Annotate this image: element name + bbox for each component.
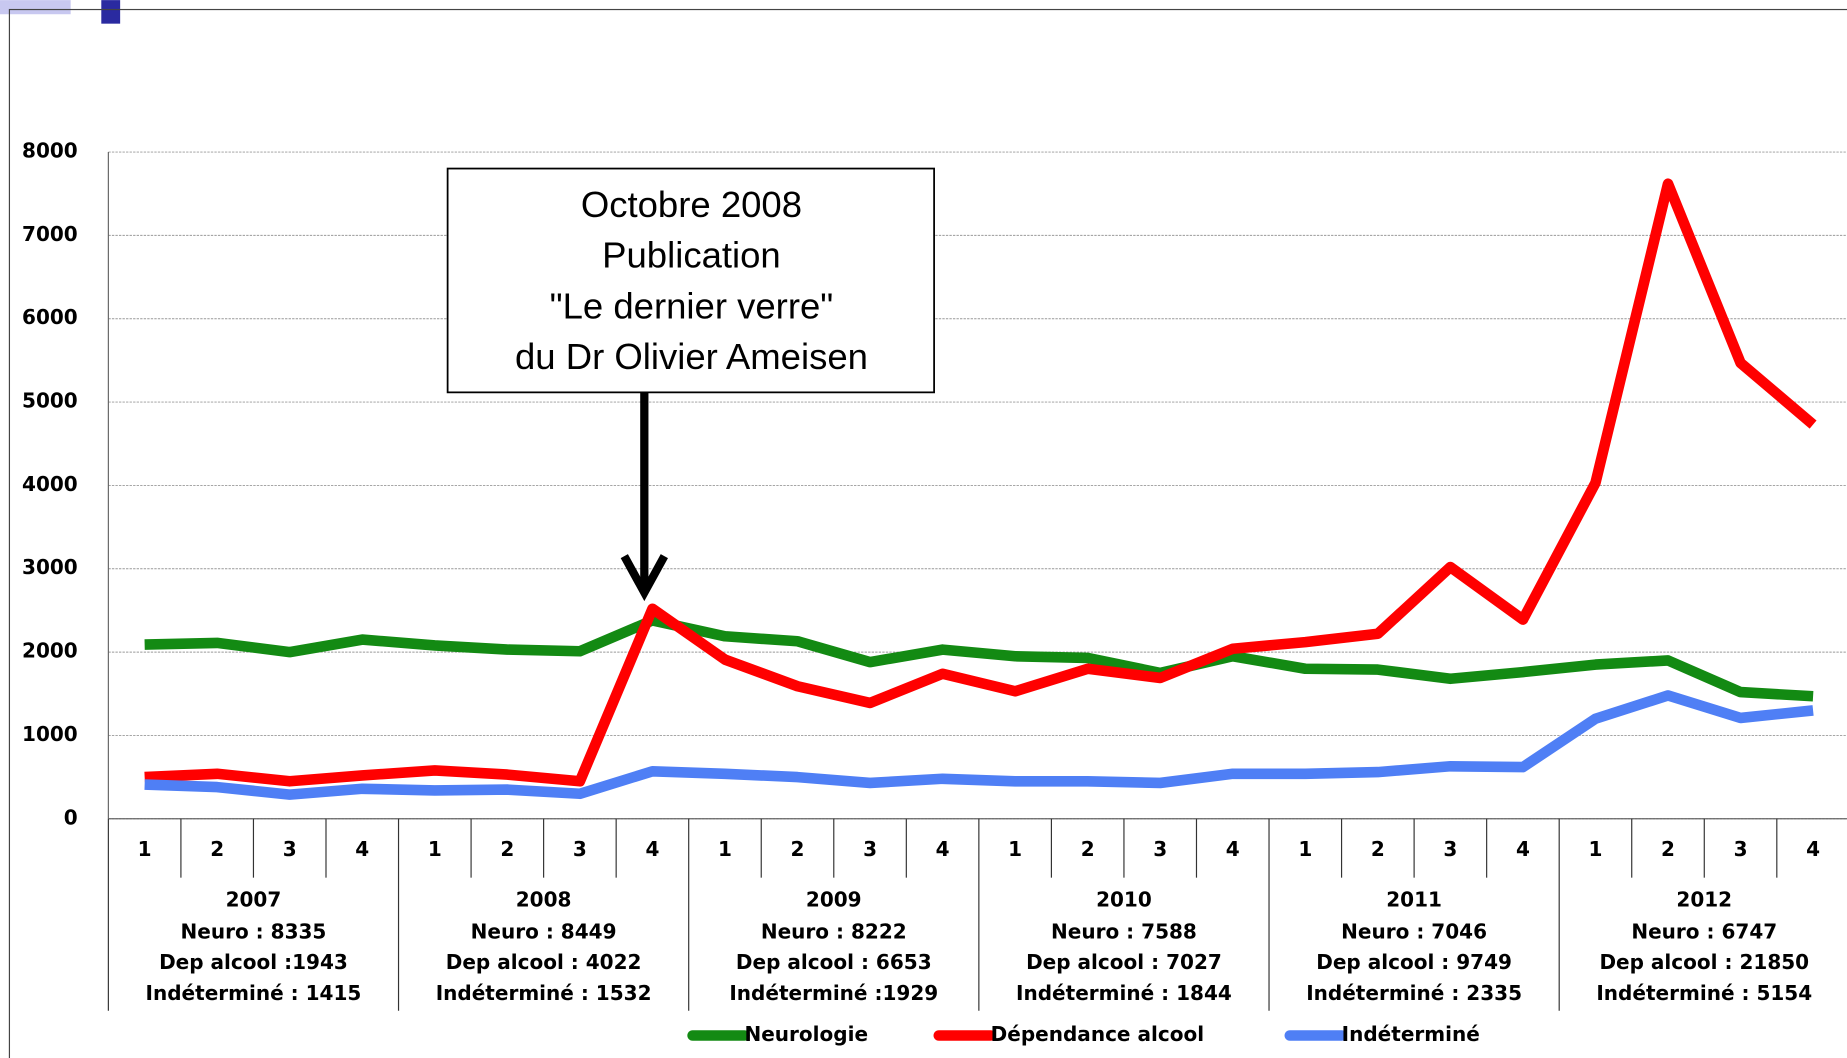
x-tick-label: 1 [1008,837,1022,861]
x-tick-label: 4 [355,837,369,861]
y-tick-label: 2000 [22,639,78,663]
legend-label: Indéterminé [1342,1022,1480,1046]
x-tick-label: 2 [791,837,805,861]
x-tick-label: 4 [1226,837,1240,861]
group-label: Dep alcool : 7027 [1026,950,1222,974]
x-tick-label: 4 [936,837,950,861]
x-tick-label: 3 [1443,837,1457,861]
group-label: Indéterminé :1929 [729,981,938,1005]
group-label: Dep alcool : 9749 [1316,950,1512,974]
line-series [144,690,1814,800]
annotation-text: "Le dernier verre" [550,285,834,326]
legend-label: Dépendance alcool [991,1022,1204,1046]
group-label: Neuro : 8222 [761,920,907,944]
y-tick-label: 8000 [22,139,78,163]
group-label: Dep alcool :1943 [159,950,348,974]
line-series [144,178,1817,787]
x-tick-label: 2 [1081,837,1095,861]
group-label: Neuro : 8449 [471,920,617,944]
y-tick-label: 5000 [22,389,78,413]
x-tick-label: 1 [1588,837,1602,861]
x-tick-label: 1 [718,837,732,861]
group-label: Dep alcool : 6653 [736,950,932,974]
group-label: Neuro : 7046 [1341,920,1487,944]
group-label: Indéterminé : 1415 [146,981,362,1005]
y-tick-label: 0 [64,805,78,829]
group-label: 2009 [806,888,862,912]
y-tick-label: 7000 [22,222,78,246]
group-label: Neuro : 8335 [181,920,327,944]
x-tick-label: 1 [428,837,442,861]
x-tick-label: 3 [573,837,587,861]
group-label: Neuro : 6747 [1631,920,1777,944]
y-tick-label: 3000 [22,555,78,579]
group-label: 2011 [1386,888,1442,912]
x-tick-label: 1 [138,837,152,861]
x-tick-label: 2 [1661,837,1675,861]
annotation-text: du Dr Olivier Ameisen [515,336,868,377]
x-tick-label: 2 [1371,837,1385,861]
group-label: Indéterminé : 1532 [436,981,652,1005]
line-series [144,615,1814,702]
group-label: Indéterminé : 1844 [1016,981,1232,1005]
x-tick-label: 1 [1298,837,1312,861]
group-label: 2008 [516,888,572,912]
decoration [101,0,121,24]
y-tick-label: 1000 [22,722,78,746]
group-label: Indéterminé : 2335 [1306,981,1522,1005]
frame [8,8,1847,1058]
x-tick-label: 4 [645,837,659,861]
group-label: Neuro : 7588 [1051,920,1197,944]
x-tick-label: 3 [283,837,297,861]
x-tick-label: 2 [500,837,514,861]
y-tick-label: 6000 [22,305,78,329]
x-tick-label: 3 [1153,837,1167,861]
x-tick-label: 3 [863,837,877,861]
group-label: Dep alcool : 21850 [1599,950,1809,974]
y-tick-label: 4000 [22,472,78,496]
group-label: Dep alcool : 4022 [446,950,642,974]
x-tick-label: 2 [210,837,224,861]
group-label: 2010 [1096,888,1152,912]
legend-label: Neurologie [744,1022,868,1046]
annotation-text: Publication [602,235,781,276]
arrow-head [620,554,668,602]
x-tick-label: 4 [1806,837,1820,861]
x-tick-label: 4 [1516,837,1530,861]
group-label: 2007 [226,888,282,912]
decoration [0,0,71,15]
group-label: Indéterminé : 5154 [1596,981,1812,1005]
x-tick-label: 3 [1734,837,1748,861]
group-label: 2012 [1676,888,1732,912]
annotation-text: Octobre 2008 [581,184,802,225]
annotation-box [446,167,935,394]
